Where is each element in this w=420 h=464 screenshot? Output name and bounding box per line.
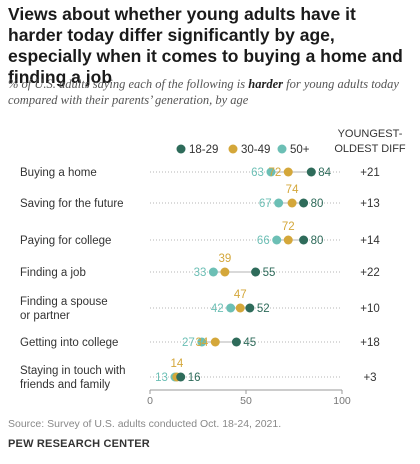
row-1-value-50plus: 63 <box>251 167 264 179</box>
row-5-value-30-49: 47 <box>234 289 247 301</box>
row-3-value-30-49: 72 <box>282 221 295 233</box>
row-7-diff: +3 <box>363 372 376 384</box>
row-4-value-18-29: 55 <box>263 267 276 279</box>
legend-label-18-29: 18-29 <box>189 144 218 156</box>
row-3-dot-30-49 <box>283 235 293 245</box>
row-5-dot-50plus <box>226 303 236 313</box>
row-7-value-30-49: 14 <box>170 358 183 370</box>
row-7-label-line1: Staying in touch with <box>20 365 125 377</box>
row-6-value-30-49: 34 <box>195 337 208 349</box>
row-6-value-50plus: 27 <box>182 337 195 349</box>
row-7-label-line2: friends and family <box>20 379 110 391</box>
row-2-value-30-49: 74 <box>286 184 299 196</box>
row-6-label: Getting into college <box>20 337 118 349</box>
row-2-dot-50plus <box>274 198 284 208</box>
row-4-value-50plus: 33 <box>194 267 207 279</box>
row-3-value-18-29: 80 <box>311 235 324 247</box>
x-axis-tick-label-0: 0 <box>147 395 153 407</box>
legend-label-30-49: 30-49 <box>241 144 270 156</box>
row-4-label: Finding a job <box>20 267 86 279</box>
subtitle-emphasis: harder <box>248 77 283 91</box>
row-5-label-line2: or partner <box>20 310 70 322</box>
row-2-value-18-29: 80 <box>311 198 324 210</box>
row-2-diff: +13 <box>360 198 380 210</box>
row-1-dot-18-29 <box>306 167 316 177</box>
row-6-dot-50plus <box>197 337 207 347</box>
row-6-dot-30-49 <box>210 337 220 347</box>
row-1-diff: +21 <box>360 167 380 179</box>
row-5-label-line1: Finding a spouse <box>20 296 108 308</box>
row-6-value-18-29: 45 <box>243 337 256 349</box>
chart-subtitle: % of U.S. adults saying each of the foll… <box>8 77 399 107</box>
row-3-label: Paying for college <box>20 235 111 247</box>
row-3-value-50plus: 66 <box>257 235 270 247</box>
legend-label-50+: 50+ <box>290 144 310 156</box>
organization-name: PEW RESEARCH CENTER <box>8 438 150 450</box>
row-4-value-30-49: 39 <box>218 253 231 265</box>
row-3-dot-50plus <box>272 235 282 245</box>
row-1-label: Buying a home <box>20 167 97 179</box>
row-2-dot-30-49 <box>287 198 297 208</box>
row-2-value-50plus: 67 <box>259 198 272 210</box>
row-1-dot-50plus <box>266 167 276 177</box>
row-5-value-50plus: 42 <box>211 303 224 315</box>
source-note: Source: Survey of U.S. adults conducted … <box>8 418 282 430</box>
row-1-value-18-29: 84 <box>318 167 331 179</box>
row-7-dot-18-29 <box>176 372 186 382</box>
row-7-value-18-29: 16 <box>188 372 201 384</box>
row-6-diff: +18 <box>360 337 380 349</box>
row-1-value-30-49: 72 <box>268 167 281 179</box>
diff-header-line2: OLDEST DIFF <box>334 143 406 155</box>
row-4-dot-18-29 <box>251 267 261 277</box>
legend-marker-30-49 <box>228 144 238 154</box>
row-3-dot-18-29 <box>299 235 309 245</box>
chart-title: Views about whether young adults have it… <box>8 4 403 87</box>
diff-header-line1: YOUNGEST- <box>338 128 403 140</box>
legend-marker-50+ <box>277 144 287 154</box>
row-1-dot-30-49 <box>283 167 293 177</box>
legend-marker-18-29 <box>176 144 186 154</box>
row-5-dot-18-29 <box>245 303 255 313</box>
row-6-dot-18-29 <box>231 337 241 347</box>
row-5-value-18-29: 52 <box>257 303 270 315</box>
row-2-dot-18-29 <box>299 198 309 208</box>
x-axis-tick-label-100: 100 <box>333 395 351 407</box>
row-4-dot-50plus <box>208 267 218 277</box>
row-5-diff: +10 <box>360 303 380 315</box>
row-4-diff: +22 <box>360 267 380 279</box>
row-7-value-50plus: 13 <box>155 372 168 384</box>
row-3-diff: +14 <box>360 235 380 247</box>
row-2-label: Saving for the future <box>20 198 124 210</box>
x-axis-tick-label-50: 50 <box>240 395 252 407</box>
row-5-dot-30-49 <box>235 303 245 313</box>
row-4-dot-30-49 <box>220 267 230 277</box>
